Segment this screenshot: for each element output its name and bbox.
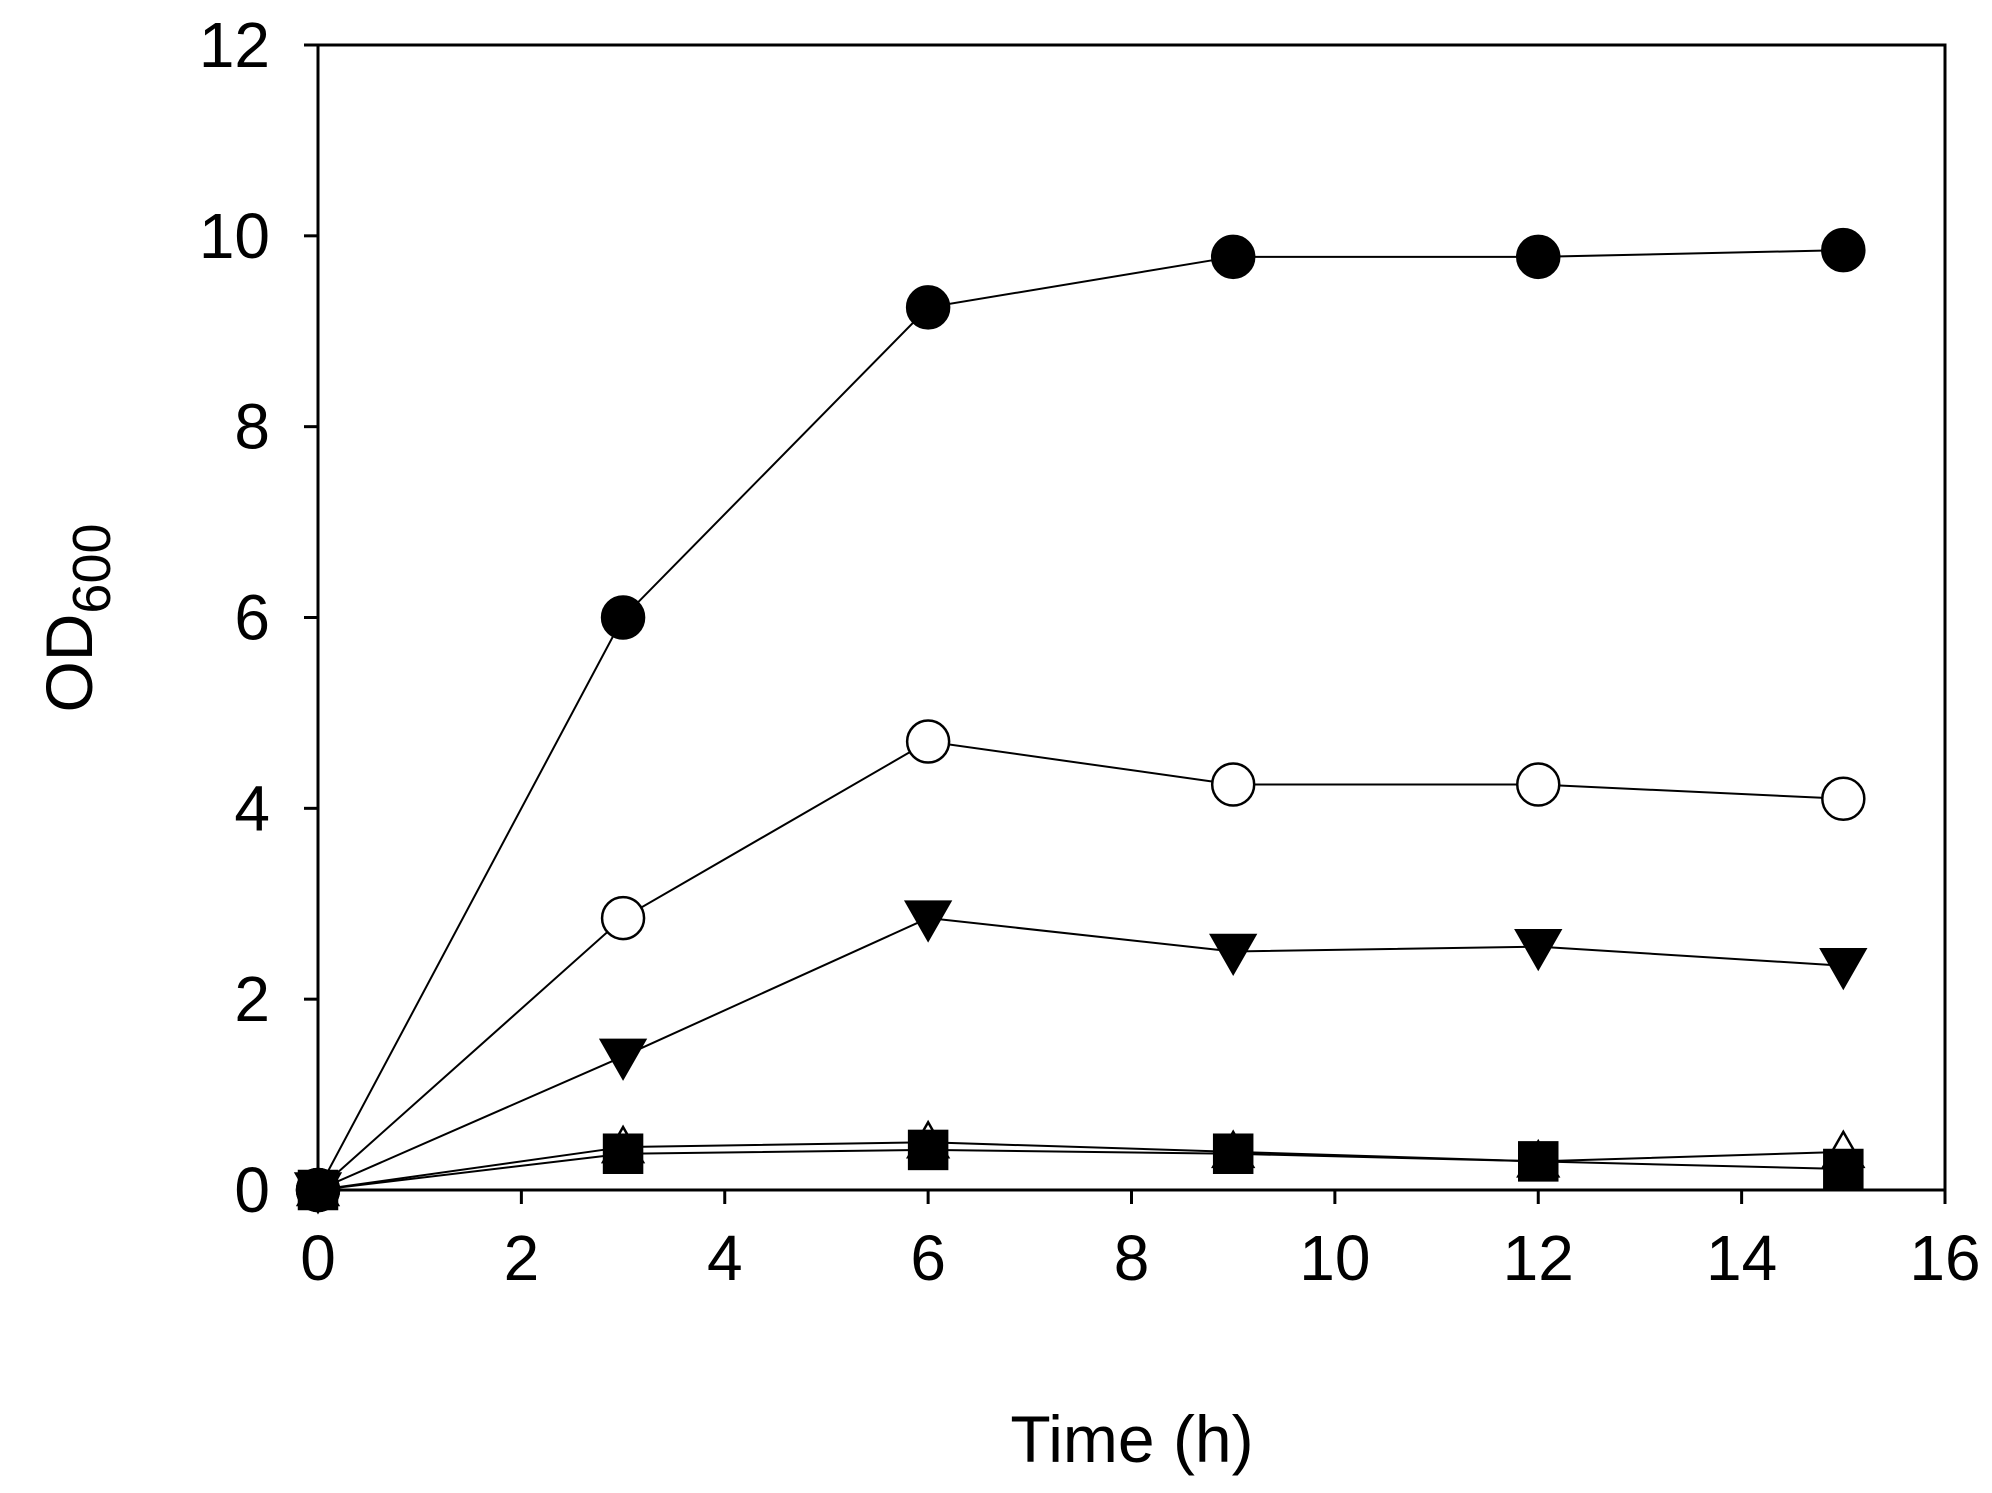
x-tick-label-8: 8: [1114, 1222, 1150, 1294]
series-line-1: [317, 740, 1844, 1191]
point-s1-x6: [905, 719, 951, 764]
y-tick-label-2: 2: [234, 963, 270, 1035]
y-tick-label-8: 8: [234, 391, 270, 463]
y-axis-title-subscript: 600: [62, 523, 122, 613]
point-s0-x15: [1821, 227, 1866, 273]
point-s4-x9: [1212, 1133, 1254, 1174]
y-axis-title: OD600: [32, 523, 122, 712]
series-line-3: [317, 1141, 1844, 1191]
point-s2-x12: [1514, 928, 1563, 972]
series-markers: [293, 227, 1868, 1215]
point-s1-x9: [1210, 762, 1256, 807]
x-tick-label-0: 0: [300, 1222, 336, 1294]
y-tick-label-6: 6: [234, 582, 270, 654]
point-s1-x15: [1821, 776, 1866, 822]
x-tick-label-14: 14: [1706, 1222, 1777, 1294]
point-s2-x9: [1209, 933, 1258, 976]
x-tick-label-4: 4: [707, 1222, 743, 1294]
point-s1-x3: [600, 895, 646, 941]
y-axis-title-main: OD: [32, 614, 106, 713]
point-s2-x15: [1819, 948, 1868, 991]
point-s4-x6: [907, 1129, 949, 1171]
point-s4-x12: [1518, 1141, 1559, 1182]
point-s4-x3: [602, 1133, 644, 1174]
x-tick-label-6: 6: [910, 1222, 946, 1294]
x-tick-label-16: 16: [1909, 1222, 1980, 1294]
y-tick-label-0: 0: [234, 1154, 270, 1226]
series-lines: [317, 249, 1844, 1191]
point-s1-x12: [1516, 762, 1561, 807]
point-s4-x0: [297, 1169, 339, 1211]
point-s0-x12: [1516, 234, 1561, 280]
point-s0-x6: [905, 285, 951, 330]
x-tick-label-2: 2: [504, 1222, 540, 1294]
series-line-2: [317, 917, 1844, 1191]
y-tick-label-12: 12: [199, 9, 270, 81]
x-axis-title: Time (h): [1010, 1402, 1253, 1476]
x-axis-ticks: 0 2 4 6 8 10 12 14 16: [300, 1190, 1981, 1294]
x-tick-label-10: 10: [1299, 1222, 1370, 1294]
point-s4-x15: [1823, 1148, 1864, 1190]
plot-frame: [316, 43, 1947, 1192]
y-axis-ticks: 0 2 4 6 8 10 12: [199, 9, 318, 1226]
point-s2-x3: [598, 1038, 648, 1081]
y-tick-label-4: 4: [234, 772, 270, 844]
point-s2-x6: [903, 900, 953, 943]
y-tick-label-10: 10: [199, 200, 270, 272]
point-s0-x3: [600, 595, 646, 640]
series-line-0: [317, 249, 1844, 1191]
x-tick-label-12: 12: [1503, 1222, 1574, 1294]
point-s0-x9: [1210, 234, 1256, 280]
series-line-4: [317, 1148, 1844, 1191]
